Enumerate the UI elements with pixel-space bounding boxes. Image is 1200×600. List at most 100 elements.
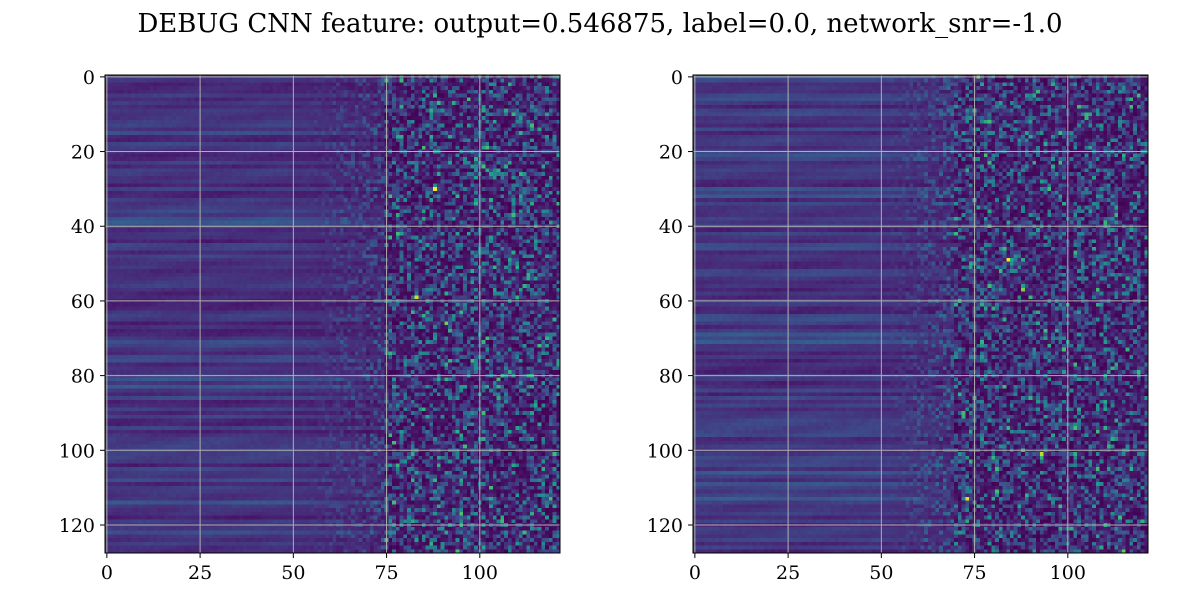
heatmap-cell [134, 108, 139, 113]
heatmap-cell [444, 172, 449, 177]
heatmap-cell [522, 198, 527, 203]
heatmap-cell [373, 145, 378, 151]
heatmap-cell [228, 142, 233, 147]
heatmap-cell [272, 175, 277, 180]
heatmap-cell [336, 187, 341, 192]
heatmap-cell [119, 142, 124, 147]
heatmap-cell [265, 164, 270, 169]
heatmap-cell [306, 89, 311, 95]
heatmap-cell [116, 93, 121, 98]
heatmap-cell [213, 153, 218, 158]
heatmap-cell [407, 108, 412, 113]
heatmap-cell [526, 175, 531, 180]
heatmap-cell [164, 97, 169, 102]
heatmap-cell [552, 175, 557, 180]
heatmap-cell [153, 116, 158, 121]
heatmap-cell [149, 131, 154, 136]
heatmap-cell [272, 97, 277, 102]
heatmap-cell [332, 108, 337, 113]
heatmap-cell [112, 157, 117, 162]
heatmap-cell [313, 183, 318, 188]
heatmap-cell [172, 213, 177, 218]
heatmap-cell [489, 175, 494, 180]
heatmap-cell [250, 209, 255, 214]
heatmap-cell [336, 175, 341, 180]
heatmap-cell [533, 101, 538, 106]
heatmap-cell [153, 86, 158, 91]
heatmap-cell [313, 160, 318, 165]
heatmap-cell [160, 205, 166, 210]
heatmap-cell [187, 134, 192, 139]
heatmap-cell [444, 164, 449, 169]
heatmap-cell [332, 131, 337, 136]
heatmap-cell [175, 142, 180, 147]
heatmap-cell [407, 78, 412, 83]
heatmap-cell [284, 183, 289, 188]
heatmap-cell [187, 172, 192, 177]
heatmap-cell [354, 201, 359, 207]
heatmap-cell [403, 183, 408, 188]
heatmap-cell [545, 131, 550, 136]
heatmap-cell [257, 142, 262, 147]
heatmap-cell [250, 205, 255, 210]
heatmap-cell [242, 97, 248, 102]
heatmap-cell [242, 168, 248, 173]
heatmap-cell [310, 213, 315, 218]
heatmap-cell [205, 89, 210, 95]
heatmap-cell [485, 157, 490, 162]
heatmap-cell [190, 216, 195, 221]
heatmap-cell [492, 108, 497, 113]
heatmap-cell [530, 190, 535, 195]
heatmap-cell [250, 145, 255, 151]
heatmap-cell [526, 101, 531, 106]
heatmap-cell [146, 205, 151, 210]
heatmap-cell [224, 131, 229, 136]
heatmap-cell [332, 134, 337, 139]
heatmap-cell [209, 82, 214, 87]
heatmap-cell [287, 145, 292, 151]
heatmap-cell [168, 190, 173, 195]
heatmap-cell [463, 78, 468, 83]
heatmap-cell [339, 131, 345, 136]
heatmap-cell [489, 198, 494, 203]
heatmap-cell [302, 145, 307, 151]
heatmap-cell [321, 172, 326, 177]
heatmap-cell [272, 131, 277, 136]
heatmap-cell [507, 220, 512, 225]
heatmap-cell [392, 168, 397, 173]
heatmap-cell [541, 201, 546, 207]
heatmap-cell [138, 160, 143, 165]
heatmap-cell [515, 172, 520, 177]
heatmap-cell [153, 172, 158, 177]
heatmap-cell [138, 164, 143, 169]
heatmap-cell [276, 194, 281, 199]
heatmap-cell [157, 86, 162, 91]
heatmap-cell [518, 164, 524, 169]
heatmap-cell [504, 89, 509, 95]
heatmap-cell [440, 194, 445, 199]
heatmap-cell [481, 86, 486, 91]
heatmap-cell [201, 123, 207, 128]
heatmap-cell [548, 101, 553, 106]
heatmap-cell [146, 164, 151, 169]
heatmap-cell [142, 108, 147, 113]
heatmap-cell [231, 89, 236, 95]
heatmap-cell [347, 209, 352, 214]
heatmap-cell [474, 190, 479, 195]
heatmap-cell [146, 93, 151, 98]
heatmap-cell [138, 183, 143, 188]
heatmap-cell [459, 142, 464, 147]
heatmap-cell [489, 138, 494, 143]
heatmap-cell [138, 145, 143, 151]
heatmap-cell [440, 131, 445, 136]
heatmap-cell [146, 160, 151, 165]
heatmap-cell [511, 123, 516, 128]
heatmap-cell [336, 213, 341, 218]
heatmap-cell [388, 131, 393, 136]
heatmap-cell [530, 131, 535, 136]
heatmap-cell [287, 179, 292, 184]
heatmap-cell [242, 138, 248, 143]
heatmap-cell [201, 138, 207, 143]
heatmap-cell [515, 213, 520, 218]
